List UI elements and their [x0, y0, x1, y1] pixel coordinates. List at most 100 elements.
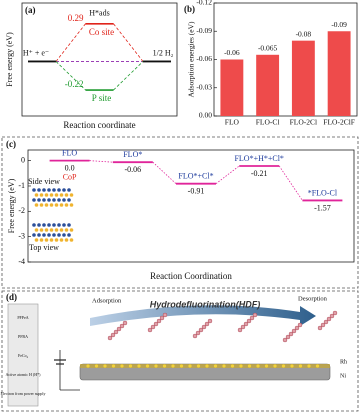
panel-d: (d) Hydrodefluorination(HDF) Adsorption Des… [1, 292, 347, 407]
atom [34, 228, 39, 232]
y-tick-label: -4 [18, 257, 25, 266]
value-label: -0.06 [124, 165, 141, 174]
value-label: -1.57 [314, 203, 331, 212]
structure-note: Side view [28, 177, 60, 186]
atom [54, 238, 59, 242]
value-label: -0.065 [258, 44, 278, 53]
atom [116, 326, 122, 332]
h-atom [315, 364, 320, 368]
atom [59, 203, 64, 207]
atom [317, 325, 323, 331]
h-atom [128, 364, 133, 368]
atom [69, 193, 74, 197]
panel-label: (c) [6, 139, 16, 149]
y-axis-label: Adsorption energies (eV) [187, 21, 196, 98]
atom [195, 330, 201, 336]
electrode-label: Rh [340, 359, 347, 365]
h-atom [281, 364, 286, 368]
atom [162, 312, 168, 318]
x-tick-label: FLO-Cl [256, 118, 280, 127]
state-label: FLO [62, 148, 77, 157]
atom [291, 328, 297, 334]
atom [69, 203, 74, 207]
connector [55, 23, 86, 62]
h-atom [273, 364, 277, 368]
y-tick-label: -3 [18, 231, 25, 240]
atom [42, 223, 46, 227]
legend-box [7, 303, 39, 407]
atom [49, 203, 54, 207]
connector [215, 165, 240, 185]
atom [243, 321, 249, 327]
y-tick-label: -2 [18, 206, 25, 215]
state-label: *FLO-Cl [308, 188, 338, 197]
atom [122, 320, 128, 326]
legend-text: Electron from power supply [1, 391, 46, 396]
y-tick-label: 0.00 [199, 111, 212, 120]
value-label: -0.91 [188, 187, 205, 196]
atom [47, 198, 51, 202]
atom [64, 193, 69, 197]
atom [326, 316, 332, 322]
h-atom [298, 364, 303, 368]
atom [67, 223, 71, 227]
atom [119, 323, 125, 329]
y-tick-label: -0.09 [196, 26, 212, 35]
value-label: -0.22 [65, 79, 84, 89]
h-atom [213, 364, 218, 368]
atom [32, 233, 36, 237]
h-atom [230, 364, 235, 368]
atom [62, 223, 66, 227]
atom [110, 332, 116, 338]
atom [54, 193, 59, 197]
atom [52, 233, 56, 237]
structure-note: CoP [63, 172, 77, 181]
atom [113, 329, 119, 335]
h-atom [290, 364, 294, 368]
state-label: FLO* [123, 150, 142, 159]
atom [147, 327, 153, 333]
atom [207, 318, 213, 324]
atom [54, 203, 59, 207]
state-label: FLO*+H*+Cl* [234, 154, 283, 163]
atom [64, 238, 69, 242]
atom [240, 324, 246, 330]
h-atom [145, 364, 150, 368]
y-tick-label: -0.12 [196, 0, 212, 7]
atom [57, 233, 61, 237]
x-tick-label: FLO [225, 118, 240, 127]
atom [39, 203, 44, 207]
atom [52, 188, 56, 192]
y-tick-label: 0 [21, 155, 25, 164]
h-atom [256, 364, 260, 368]
y-tick-label: -0.03 [196, 82, 212, 91]
h-atom [154, 364, 158, 368]
atom [69, 238, 74, 242]
panel-label: (b) [184, 4, 195, 14]
atom [44, 203, 49, 207]
connector [55, 61, 86, 91]
h-atom [188, 364, 192, 368]
state-label: H*ads [89, 9, 109, 18]
atom [47, 233, 51, 237]
value-label: -0.21 [251, 169, 268, 178]
atom [329, 313, 335, 319]
y-tick-label: -0.06 [196, 54, 212, 63]
atom [62, 188, 66, 192]
structure-top [32, 223, 74, 242]
state-label: H⁺ + e⁻ [23, 48, 49, 57]
atom [59, 228, 64, 232]
panel-label: (d) [6, 292, 17, 302]
connector [113, 61, 144, 91]
atom [204, 321, 210, 327]
atom [42, 198, 46, 202]
atom [150, 324, 156, 330]
h-atom [111, 364, 116, 368]
connector [113, 23, 144, 62]
x-tick-label: FLO-2Cl [290, 118, 318, 127]
plot-frame [21, 2, 178, 117]
h-atom [247, 364, 252, 368]
atom [323, 319, 329, 325]
atom [320, 322, 326, 328]
legend-text: PFBA [18, 334, 28, 339]
